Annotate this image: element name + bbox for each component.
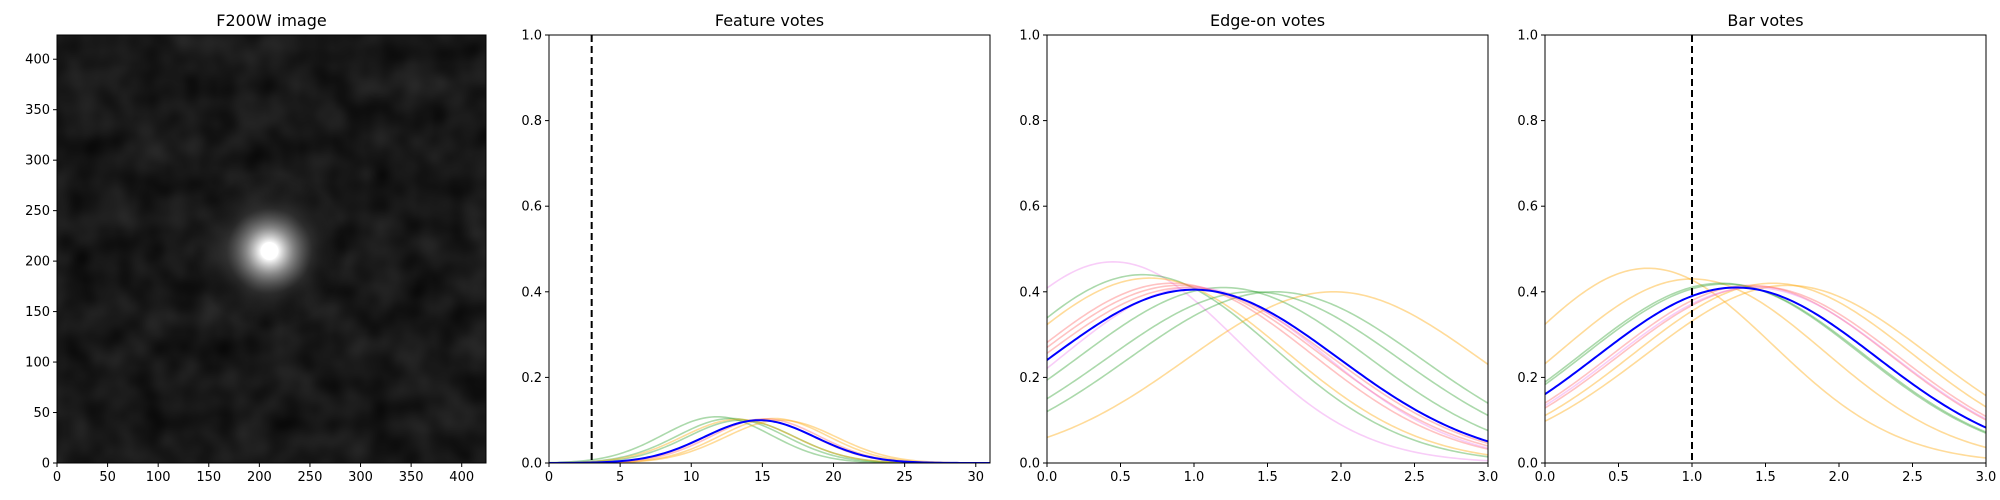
x-tick-label: 20 bbox=[825, 470, 842, 485]
y-tick-label: 350 bbox=[25, 103, 50, 118]
vote-curve bbox=[1545, 267, 1986, 459]
panel-title: F200W image bbox=[216, 11, 326, 30]
y-tick-label: 1.0 bbox=[1517, 29, 1538, 44]
plot-area bbox=[1545, 35, 1986, 463]
x-tick-label: 0.0 bbox=[1037, 470, 1058, 485]
panel-title: Bar votes bbox=[1727, 11, 1803, 30]
x-tick-label: 15 bbox=[754, 470, 771, 485]
y-tick-label: 150 bbox=[25, 305, 50, 320]
vote-curve bbox=[1545, 282, 1986, 417]
y-tick-label: 0.0 bbox=[521, 457, 542, 472]
plot-area bbox=[549, 35, 990, 463]
x-tick-label: 150 bbox=[196, 470, 221, 485]
vote-curve bbox=[1047, 261, 1488, 462]
x-tick-label: 1.0 bbox=[1184, 470, 1205, 485]
y-tick-label: 0.8 bbox=[1517, 114, 1538, 129]
x-tick-label: 30 bbox=[968, 470, 985, 485]
y-tick-label: 0.6 bbox=[521, 200, 542, 215]
vote-curve bbox=[1545, 286, 1986, 420]
x-tick-label: 25 bbox=[896, 470, 913, 485]
vote-curve bbox=[1545, 278, 1986, 449]
vote-curve bbox=[1047, 282, 1488, 450]
x-tick-label: 300 bbox=[348, 470, 373, 485]
y-tick-label: 0.6 bbox=[1019, 200, 1040, 215]
x-tick-label: 0 bbox=[53, 470, 61, 485]
panel-4: Bar votes 0.0 0.5 1.0 1.5 2.0 2.5 3.0 0.0 0.2 0.4 0… bbox=[1517, 11, 1996, 485]
x-tick-label: 3.0 bbox=[1478, 470, 1499, 485]
x-tick-label: 1.0 bbox=[1682, 470, 1703, 485]
vote-curve bbox=[1047, 290, 1488, 439]
x-tick-label: 400 bbox=[449, 470, 474, 485]
y-tick-label: 0.4 bbox=[521, 285, 542, 300]
x-tick-label: 0.5 bbox=[1608, 470, 1629, 485]
x-tick-label: 250 bbox=[298, 470, 323, 485]
y-tick-label: 250 bbox=[25, 204, 50, 219]
y-tick-label: 50 bbox=[33, 406, 50, 421]
x-tick-label: 1.5 bbox=[1257, 470, 1278, 485]
y-tick-label: 0.6 bbox=[1517, 200, 1538, 215]
y-tick-label: 0 bbox=[42, 457, 50, 472]
plot-area bbox=[1047, 35, 1488, 463]
vote-curve bbox=[1545, 284, 1986, 422]
x-tick-label: 1.5 bbox=[1755, 470, 1776, 485]
panel-3: Edge-on votes 0.0 0.5 1.0 1.5 2.0 2.5 3.0 0.0 0.2… bbox=[1019, 11, 1498, 485]
x-tick-label: 10 bbox=[683, 470, 700, 485]
panel-title: Feature votes bbox=[715, 11, 824, 30]
y-tick-label: 0.2 bbox=[521, 371, 542, 386]
y-tick-label: 0.2 bbox=[1517, 371, 1538, 386]
x-tick-label: 3.0 bbox=[1976, 470, 1997, 485]
mean-curve bbox=[1047, 288, 1488, 443]
y-tick-label: 400 bbox=[25, 53, 50, 68]
vote-curve bbox=[1545, 284, 1986, 421]
mean-curve bbox=[549, 419, 990, 463]
y-tick-label: 100 bbox=[25, 356, 50, 371]
x-tick-label: 350 bbox=[399, 470, 424, 485]
y-tick-label: 200 bbox=[25, 255, 50, 270]
x-tick-label: 0.5 bbox=[1110, 470, 1131, 485]
vote-curve bbox=[1545, 285, 1986, 418]
panel-1: F200W image 0 50 100 150 200 250 300 350 400 0 50 10… bbox=[25, 11, 487, 485]
panel-2: Feature votes 0 5 10 15 20 25 30 0.0 0.2 0.4 0.6 0.8… bbox=[521, 11, 991, 485]
x-tick-label: 2.0 bbox=[1331, 470, 1352, 485]
y-tick-label: 0.0 bbox=[1019, 457, 1040, 472]
x-tick-label: 200 bbox=[247, 470, 272, 485]
y-tick-label: 0.8 bbox=[1019, 114, 1040, 129]
y-tick-label: 0.0 bbox=[1517, 457, 1538, 472]
x-tick-label: 50 bbox=[99, 470, 116, 485]
y-tick-label: 0.2 bbox=[1019, 371, 1040, 386]
y-tick-label: 0.8 bbox=[521, 114, 542, 129]
vote-curve bbox=[1047, 290, 1488, 413]
vote-curve bbox=[1047, 286, 1488, 445]
vote-curve bbox=[1047, 273, 1488, 458]
x-tick-label: 2.5 bbox=[1902, 470, 1923, 485]
y-tick-label: 300 bbox=[25, 154, 50, 169]
source-core bbox=[260, 242, 279, 261]
x-tick-label: 100 bbox=[146, 470, 171, 485]
axes-frame bbox=[548, 34, 991, 464]
y-tick-label: 0.4 bbox=[1019, 285, 1040, 300]
vote-curve bbox=[1047, 284, 1488, 447]
y-tick-label: 1.0 bbox=[521, 29, 542, 44]
x-tick-label: 0 bbox=[545, 470, 553, 485]
vote-curve bbox=[1047, 290, 1488, 417]
axes-frame bbox=[56, 34, 487, 464]
x-tick-label: 0.0 bbox=[1535, 470, 1556, 485]
vote-curve bbox=[1047, 286, 1488, 449]
x-tick-label: 2.0 bbox=[1829, 470, 1850, 485]
x-tick-label: 2.5 bbox=[1404, 470, 1425, 485]
curves-group bbox=[1047, 261, 1488, 462]
y-tick-label: 0.4 bbox=[1517, 285, 1538, 300]
vote-curve bbox=[1047, 277, 1488, 456]
curves-group bbox=[1545, 35, 1986, 463]
vote-curve bbox=[1047, 286, 1488, 432]
panel-title: Edge-on votes bbox=[1210, 11, 1325, 30]
mean-curve bbox=[1545, 286, 1986, 429]
x-tick-label: 5 bbox=[616, 470, 624, 485]
y-tick-label: 1.0 bbox=[1019, 29, 1040, 44]
